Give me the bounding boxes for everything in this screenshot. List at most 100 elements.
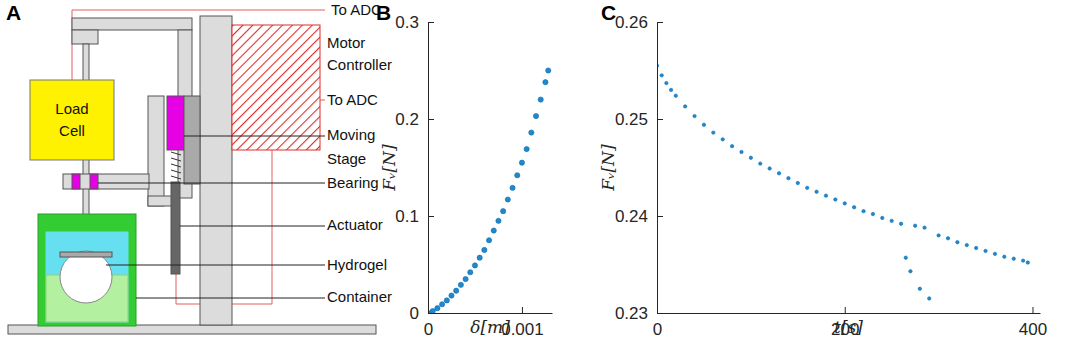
data-point — [928, 297, 931, 300]
frame-inner — [148, 96, 164, 206]
bearing-bar — [63, 174, 149, 189]
data-point — [439, 302, 444, 307]
data-point — [730, 144, 733, 147]
y-tick-mark — [428, 119, 434, 120]
data-point — [486, 238, 491, 243]
x-axis-line — [429, 313, 553, 314]
data-point — [430, 308, 435, 313]
x-tick-label: 0 — [424, 320, 433, 339]
spring — [171, 158, 181, 161]
data-point — [974, 246, 977, 249]
y-tick-mark — [428, 313, 434, 314]
stage-block — [184, 96, 200, 184]
data-point — [463, 276, 468, 281]
bearing — [72, 174, 80, 189]
data-point — [496, 218, 501, 223]
data-point — [904, 256, 907, 259]
y-tick: 0 — [410, 304, 434, 323]
y-tick: 0.23 — [615, 304, 663, 323]
diagram-panel: ATo ADCMotorControllerTo ADCMovingStageB… — [6, 1, 392, 334]
container — [38, 214, 136, 326]
data-point — [693, 114, 696, 117]
data-point — [435, 306, 440, 311]
data-point — [543, 80, 548, 85]
diagram-label: Load — [55, 100, 88, 117]
leader — [98, 183, 325, 184]
y-tick-label: 0.23 — [615, 304, 648, 323]
y-tick: 0.25 — [615, 110, 663, 129]
data-point — [768, 167, 771, 170]
data-point — [712, 131, 715, 134]
diagram-label: Controller — [327, 56, 392, 73]
chart-panel: 02004000.230.240.250.26Ct[s]Fᵥ[N] — [598, 1, 1047, 339]
y-tick-mark — [657, 119, 663, 120]
y-axis-line — [428, 23, 429, 314]
data-point — [472, 263, 477, 268]
data-point — [702, 123, 705, 126]
data-point — [993, 252, 996, 255]
data-point — [956, 240, 959, 243]
data-point — [965, 243, 968, 246]
data-point — [937, 234, 940, 237]
data-point — [1021, 259, 1024, 262]
y-tick: 0.3 — [395, 13, 434, 32]
data-point — [533, 113, 538, 118]
moving-stage — [167, 96, 184, 150]
x-tick-mark — [845, 307, 846, 313]
diagram-label: To ADC — [331, 1, 382, 18]
stand-column — [200, 16, 232, 325]
x-axis-line — [658, 313, 1041, 314]
data-point — [501, 209, 506, 214]
top-arm — [72, 18, 192, 30]
y-tick-mark — [657, 22, 663, 23]
data-point — [524, 146, 529, 151]
diagram-label: Motor — [327, 34, 365, 51]
data-point — [660, 74, 663, 77]
leader — [136, 298, 325, 299]
data-point — [749, 156, 752, 159]
arm-cap — [72, 30, 98, 44]
data-point — [482, 247, 487, 252]
y-tick: 0.2 — [395, 110, 434, 129]
data-point — [923, 226, 926, 229]
data-point — [538, 97, 543, 102]
data-point — [1026, 261, 1029, 264]
figure: ATo ADCMotorControllerTo ADCMovingStageB… — [0, 0, 1065, 339]
data-point — [444, 298, 449, 303]
y-tick-label: 0.26 — [615, 13, 648, 32]
data-point — [449, 293, 454, 298]
data-point — [852, 206, 855, 209]
data-point — [510, 185, 515, 190]
data-point — [1012, 257, 1015, 260]
leader — [180, 226, 325, 227]
data-point — [740, 150, 743, 153]
motor-controller — [232, 25, 320, 150]
data-point — [669, 88, 672, 91]
data-point — [834, 198, 837, 201]
data-point — [454, 288, 459, 293]
x-tick-label: 400 — [1019, 320, 1047, 339]
data-point — [665, 81, 668, 84]
y-tick: 0.1 — [395, 207, 434, 226]
x-tick: 400 — [1019, 307, 1047, 339]
diagram-label: Bearing — [327, 174, 379, 191]
data-point — [674, 94, 677, 97]
plot-area — [657, 64, 1029, 300]
data-point — [505, 197, 510, 202]
data-point — [683, 105, 686, 108]
spring — [171, 170, 181, 173]
leader — [184, 136, 325, 137]
data-point — [777, 172, 780, 175]
data-point — [519, 160, 524, 165]
load-cell — [30, 80, 114, 160]
y-tick: 0.24 — [615, 207, 663, 226]
data-point — [881, 216, 884, 219]
x-axis: 00.001 — [424, 307, 553, 339]
x-axis-title: δ[m] — [470, 317, 510, 337]
y-tick-mark — [657, 313, 663, 314]
diagram-label: Actuator — [327, 216, 383, 233]
diagram-label: Moving — [327, 126, 375, 143]
panel-label: C — [601, 1, 616, 24]
diagram-label: Container — [327, 288, 392, 305]
chart-panel: 00.00100.10.20.3Bδ[m]Fᵥ[N] — [376, 1, 553, 339]
